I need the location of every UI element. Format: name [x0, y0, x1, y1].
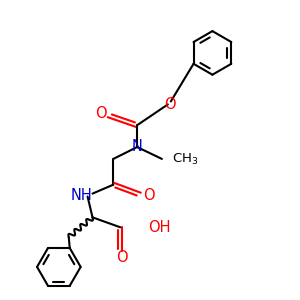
Text: O: O: [164, 97, 176, 112]
Text: O: O: [143, 188, 155, 203]
Text: O: O: [95, 106, 106, 121]
Text: O: O: [116, 250, 128, 265]
Text: NH: NH: [71, 188, 92, 203]
Text: CH$_3$: CH$_3$: [172, 152, 198, 167]
Text: N: N: [132, 139, 142, 154]
Text: OH: OH: [148, 220, 170, 235]
